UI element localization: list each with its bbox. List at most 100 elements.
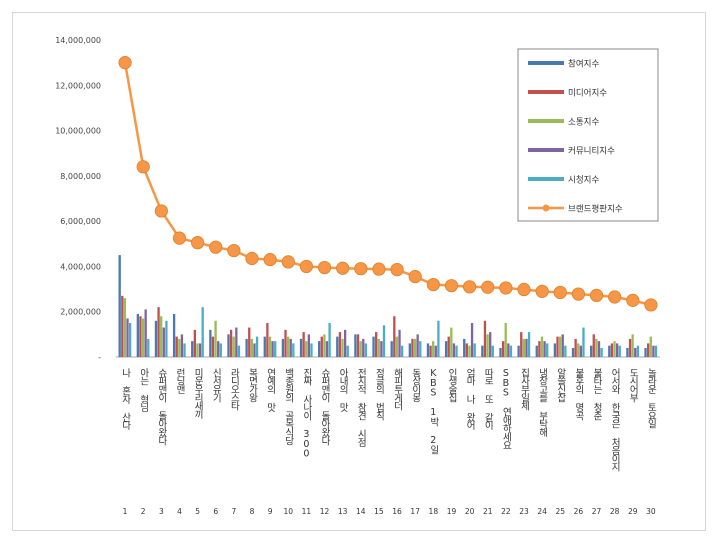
bar: [419, 341, 422, 357]
bar: [372, 336, 375, 357]
bar: [219, 343, 222, 357]
bar: [121, 295, 124, 357]
category-label: 도시어부: [627, 368, 638, 403]
line-point: [426, 277, 440, 292]
bar: [600, 347, 603, 357]
bar: [227, 334, 230, 357]
rank-label: 28: [610, 507, 620, 516]
bar: [201, 307, 204, 357]
line-point: [172, 231, 187, 245]
line-point: [553, 285, 567, 300]
bar: [299, 338, 303, 357]
bar: [305, 341, 308, 357]
bar: [375, 332, 378, 357]
category-label: 아내의 맛: [337, 368, 348, 413]
bar: [144, 309, 147, 357]
bar: [437, 320, 440, 357]
bar: [626, 347, 629, 357]
category-label: 동상이몽: [410, 368, 421, 402]
bar: [286, 336, 290, 357]
line-point: [589, 288, 604, 303]
line-point: [535, 284, 549, 298]
bar: [499, 347, 502, 357]
x-axis-category-labels: 나 혼자 산다 아는 형님 슈퍼맨이 돌아왔다 런닝맨 미운우리새끼 신서유기 라디오스타 복…: [120, 367, 657, 472]
bar: [434, 345, 437, 357]
bar: [307, 334, 311, 357]
rank-label: 1: [123, 507, 128, 516]
bar: [165, 320, 168, 357]
bar: [577, 343, 580, 357]
rank-label: 4: [177, 507, 182, 516]
line-point: [462, 280, 477, 294]
bar: [470, 323, 474, 357]
rank-label: 29: [628, 507, 638, 516]
y-tick-label: 14,000,000: [55, 36, 101, 45]
bar: [631, 334, 634, 357]
category-label: KBS 1박 2일: [428, 368, 439, 454]
line-point: [408, 270, 422, 284]
bar: [178, 338, 181, 357]
line-point: [281, 255, 295, 269]
bar: [473, 343, 476, 357]
line-point: [444, 279, 459, 293]
bar: [281, 338, 285, 357]
category-label: 놀라운 토요일: [645, 368, 656, 429]
bar: [582, 327, 585, 357]
legend-label: 시청지수: [568, 176, 599, 186]
bar: [540, 336, 544, 357]
bar: [561, 334, 564, 357]
bar: [429, 345, 432, 357]
bar: [416, 334, 419, 357]
bar: [193, 329, 196, 357]
bar: [543, 341, 546, 357]
category-label: 아는 형님: [138, 368, 149, 412]
bar: [571, 347, 575, 357]
bar: [346, 345, 349, 357]
rank-label: 14: [356, 507, 366, 516]
bar: [336, 336, 339, 357]
bar: [595, 338, 598, 357]
bar: [590, 345, 593, 357]
bar: [507, 343, 510, 357]
line-point: [136, 160, 150, 174]
bar: [408, 343, 411, 357]
y-tick-label: 8,000,000: [60, 172, 101, 181]
bar: [175, 336, 178, 357]
category-label: 백종원의 골목식당: [283, 368, 294, 445]
line-point: [191, 236, 205, 250]
bar: [483, 320, 487, 357]
rank-label: 16: [392, 507, 402, 516]
category-label: 나 혼자 산다: [120, 368, 131, 431]
legend-swatch: [528, 119, 564, 123]
legend-swatch: [528, 61, 564, 65]
category-label: 불타는 청춘: [591, 368, 602, 420]
bar: [463, 338, 466, 357]
category-label: 어서와 한국은 처음이지: [609, 368, 620, 473]
bar: [284, 329, 287, 357]
bar: [592, 334, 595, 357]
bar: [320, 336, 323, 357]
bar: [400, 345, 404, 357]
bar: [123, 298, 127, 357]
bar: [229, 329, 233, 357]
category-label: 엄마 나 왔어: [464, 367, 475, 431]
bar: [214, 320, 217, 357]
bar: [154, 320, 158, 357]
bar: [162, 327, 165, 357]
bar: [520, 332, 523, 357]
bar: [644, 347, 647, 357]
bar: [255, 336, 259, 357]
bar: [447, 336, 450, 357]
rank-label: 22: [501, 507, 511, 516]
line-point: [336, 261, 350, 275]
rank-label: 5: [195, 507, 200, 516]
bar: [318, 341, 321, 357]
category-label: 복면가왕: [247, 368, 258, 402]
bar: [139, 316, 142, 357]
bar: [398, 329, 401, 357]
bar: [362, 338, 365, 357]
bar: [253, 343, 256, 357]
y-tick-label: -: [98, 353, 101, 362]
rank-label: 10: [283, 507, 293, 516]
